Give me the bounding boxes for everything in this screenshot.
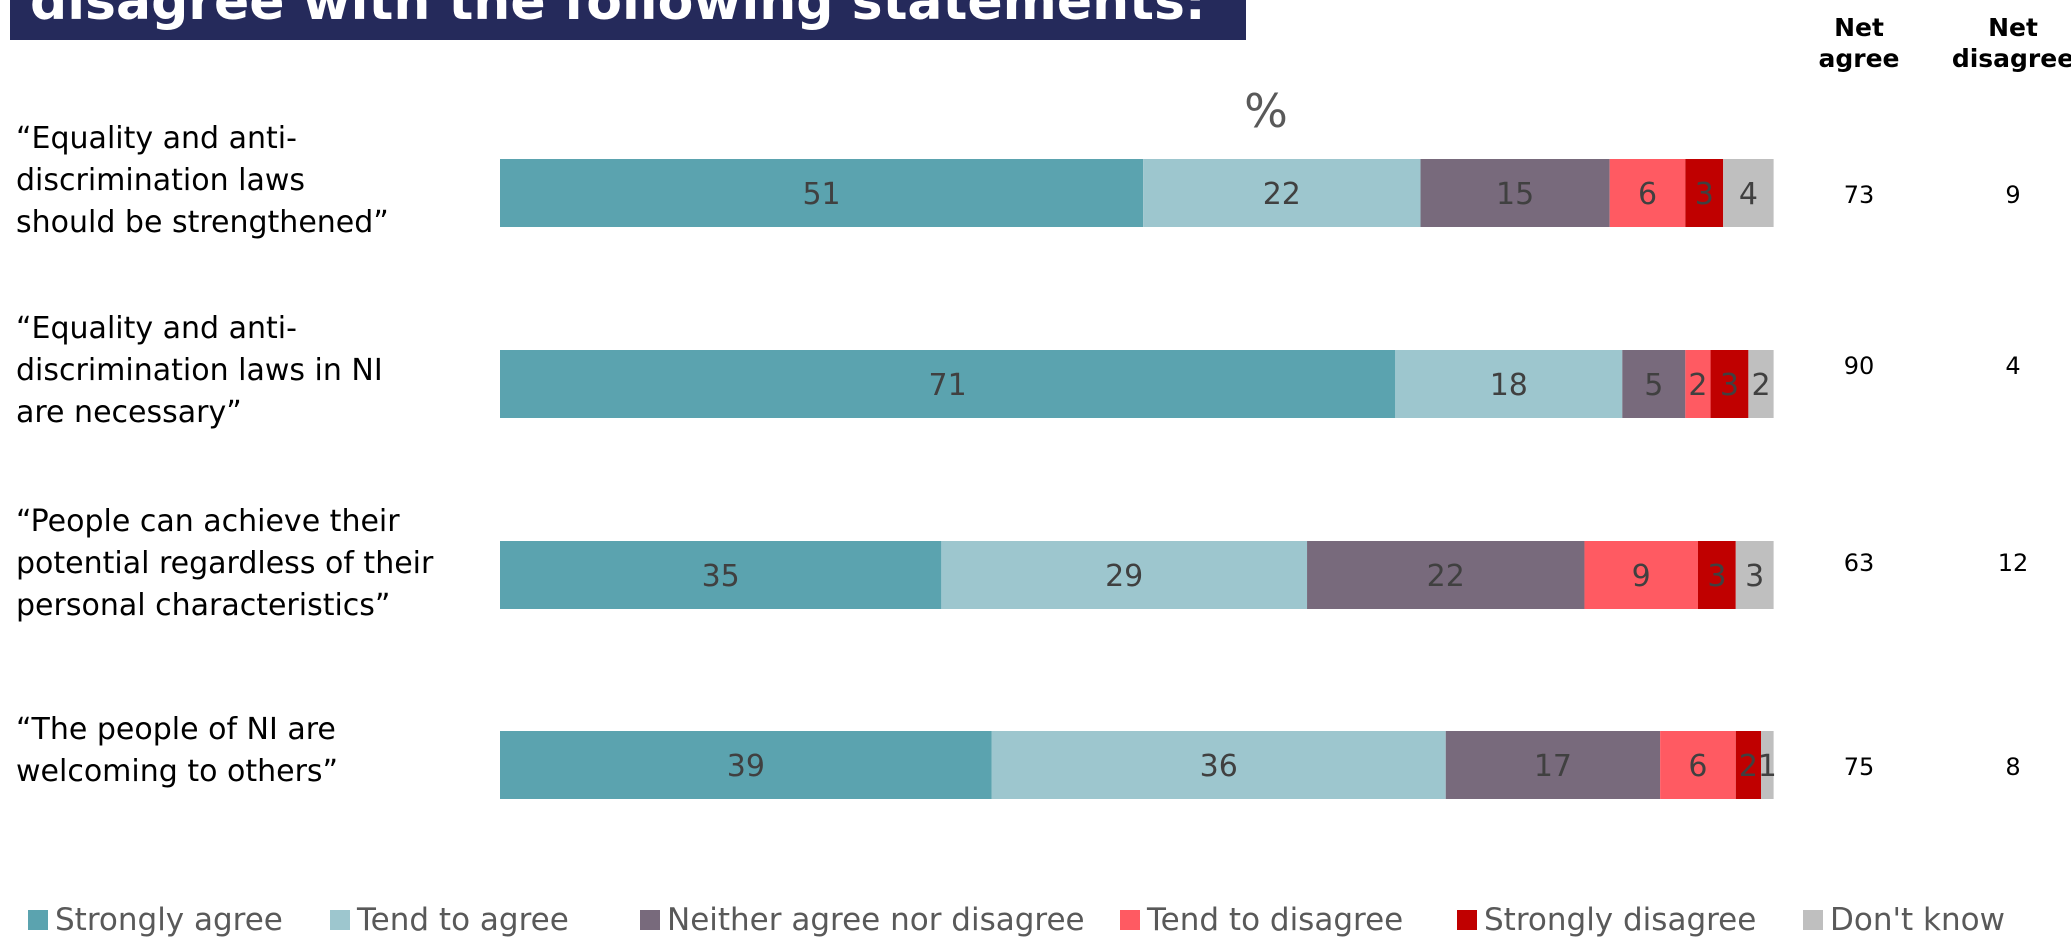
bar-segment-tend-to-disagree-row-1 [1609,159,1686,227]
net-agree-value-3: 63 [1843,549,1875,577]
legend-label: Neither agree nor disagree [667,901,1085,938]
legend-label: Don't know [1830,901,2005,938]
bar-segment-dont-know-row-4 [1761,731,1774,799]
legend-swatch [1457,909,1477,930]
legend-swatch [28,909,48,930]
bar-value-label-tend-to-disagree-row-3: 9 [1632,559,1651,594]
legend-item-dont-know: Don't know [1803,900,2005,939]
bar-value-label-tend-to-agree-row-3: 29 [1105,559,1143,594]
legend-swatch [330,909,350,930]
bar-value-label-strongly-agree-row-3: 35 [702,559,740,594]
legend-item-tend-to-disagree: Tend to disagree [1120,900,1403,939]
legend-label: Tend to disagree [1147,901,1404,938]
row-label-line: are necessary” [16,395,242,430]
row-label-line: welcoming to others” [16,754,339,789]
legend-label: Tend to agree [357,901,569,938]
net-disagree-header: Net disagree [1951,13,2071,73]
bar-segment-tend-to-agree-row-3 [941,541,1308,609]
bar-value-label-neither-row-3: 22 [1427,559,1465,594]
bar-segment-dont-know-row-3 [1735,541,1774,609]
bar-segment-strongly-agree-row-4 [500,731,992,799]
bar-value-label-tend-to-agree-row-2: 18 [1490,368,1528,403]
net-disagree-value-4: 8 [2005,753,2021,781]
bar-value-label-tend-to-agree-row-1: 22 [1263,177,1301,212]
bar-segment-dont-know-row-1 [1723,159,1774,227]
net-disagree-value-3: 12 [1997,549,2029,577]
bar-segment-strongly-disagree-row-2 [1710,350,1749,418]
bar-segment-strongly-agree-row-1 [500,159,1144,227]
bar-value-label-neither-row-1: 15 [1496,177,1534,212]
legend-label: Strongly disagree [1484,901,1757,938]
bar-value-label-tend-to-disagree-row-1: 6 [1638,177,1657,212]
legend-swatch [1120,909,1140,930]
row-label-3: “People can achieve their potential rega… [16,501,436,627]
bar-value-label-tend-to-agree-row-4: 36 [1200,749,1238,784]
bar-segment-tend-to-disagree-row-2 [1685,350,1711,418]
bar-value-label-strongly-disagree-row-2: 3 [1720,368,1739,403]
bar-segment-tend-to-disagree-row-3 [1584,541,1698,609]
row-label-line: “People can achieve their [16,504,400,539]
bar-segment-strongly-agree-row-2 [500,350,1396,418]
bar-value-label-strongly-disagree-row-3: 3 [1707,559,1726,594]
bar-value-label-tend-to-disagree-row-2: 2 [1688,368,1707,403]
bar-segment-strongly-disagree-row-1 [1685,159,1724,227]
chart-title: disagree with the following statements: [30,0,1206,32]
legend: Strongly agree Tend to agree Neither agr… [0,900,2071,939]
row-label-line: “Equality and anti- [16,121,297,156]
bar-segment-tend-to-disagree-row-4 [1660,731,1736,799]
net-agree-value-4: 75 [1843,753,1875,781]
bar-value-label-neither-row-4: 17 [1534,749,1572,784]
legend-swatch [640,909,660,930]
bar-segment-tend-to-agree-row-2 [1395,350,1623,418]
net-disagree-value-1: 9 [2005,181,2021,209]
bar-segment-strongly-agree-row-3 [500,541,942,609]
row-label-line: discrimination laws in NI [16,353,383,388]
row-label-line: “Equality and anti- [16,311,297,346]
title-bar: disagree with the following statements: [10,0,1246,40]
legend-item-neither: Neither agree nor disagree [640,900,1085,939]
net-agree-header: Net agree [1818,13,1900,73]
row-label-line: should be strengthened” [16,205,389,240]
bar-segment-neither-row-3 [1307,541,1585,609]
bar-value-label-dont-know-row-2: 2 [1751,368,1770,403]
bar-segment-strongly-disagree-row-3 [1697,541,1736,609]
bar-value-label-strongly-disagree-row-1: 3 [1695,177,1714,212]
bar-value-label-dont-know-row-1: 4 [1739,177,1758,212]
bar-value-label-strongly-disagree-row-4: 2 [1739,749,1758,784]
legend-label: Strongly agree [55,901,283,938]
legend-item-strongly-disagree: Strongly disagree [1457,900,1756,939]
bar-segment-tend-to-agree-row-1 [1143,159,1421,227]
row-label-line: discrimination laws [16,163,306,198]
row-label-4: “The people of NI are welcoming to other… [16,709,436,793]
bar-value-label-neither-row-2: 5 [1644,368,1663,403]
bar-value-label-strongly-agree-row-1: 51 [802,177,840,212]
row-label-1: “Equality and anti- discrimination laws … [16,118,436,244]
legend-item-tend-to-agree: Tend to agree [330,900,569,939]
row-label-line: “The people of NI are [16,712,336,747]
row-label-line: personal characteristics” [16,588,391,623]
unit-label: % [1244,84,1288,138]
net-agree-value-2: 90 [1843,352,1875,380]
bar-segment-neither-row-1 [1420,159,1610,227]
net-agree-value-1: 73 [1843,181,1875,209]
legend-swatch [1803,909,1823,930]
bar-segment-dont-know-row-2 [1748,350,1774,418]
net-disagree-value-2: 4 [2005,352,2021,380]
stacked-bar-chart: 51 22 15 6 3 471 18 5 2 3 235 29 22 9 3 339 36 17 6 2 1 [500,159,1777,799]
row-label-line: potential regardless of their [16,546,434,581]
bar-value-label-strongly-agree-row-2: 71 [929,368,967,403]
bar-segment-tend-to-agree-row-4 [991,731,1446,799]
row-label-2: “Equality and anti- discrimination laws … [16,308,436,434]
bar-segment-strongly-disagree-row-4 [1735,731,1761,799]
bar-segment-neither-row-4 [1445,731,1661,799]
bar-segment-neither-row-2 [1622,350,1686,418]
bar-value-label-tend-to-disagree-row-4: 6 [1688,749,1707,784]
bar-value-label-dont-know-row-4: 1 [1758,749,1777,784]
bar-value-label-strongly-agree-row-4: 39 [727,749,765,784]
bar-value-label-dont-know-row-3: 3 [1745,559,1764,594]
legend-item-strongly-agree: Strongly agree [28,900,283,939]
